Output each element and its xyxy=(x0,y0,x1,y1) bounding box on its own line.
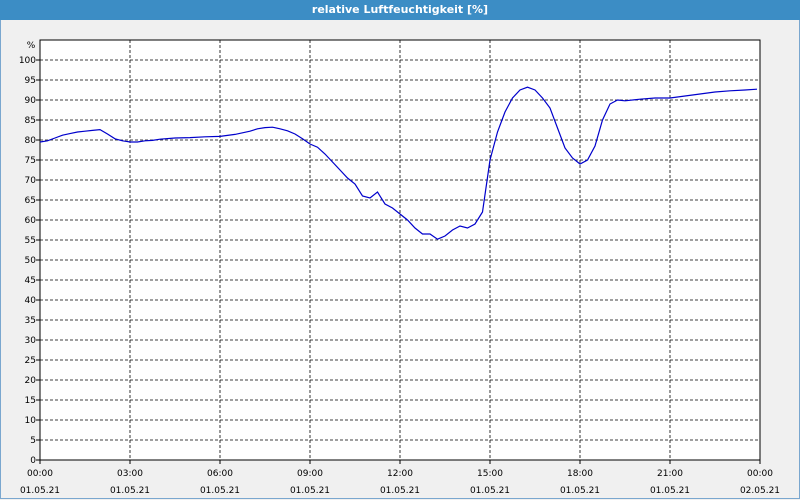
y-tick-label: 80 xyxy=(25,136,37,146)
y-tick-label: 55 xyxy=(25,236,36,246)
x-tick-time-label: 00:00 xyxy=(747,469,773,479)
x-tick-time-label: 12:00 xyxy=(387,469,413,479)
window-title-bar: relative Luftfeuchtigkeit [%] xyxy=(0,0,800,20)
y-tick-label: 0 xyxy=(30,456,36,466)
y-tick-label: 100 xyxy=(19,56,36,66)
y-tick-label: 10 xyxy=(25,416,37,426)
x-tick-date-label: 01.05.21 xyxy=(650,486,690,496)
y-tick-label: 15 xyxy=(25,396,36,406)
y-tick-label: 60 xyxy=(25,216,37,226)
y-tick-label: 30 xyxy=(25,336,37,346)
x-tick-time-label: 03:00 xyxy=(117,469,143,479)
x-tick-time-label: 15:00 xyxy=(477,469,503,479)
y-tick-label: 95 xyxy=(25,76,36,86)
x-tick-date-label: 01.05.21 xyxy=(290,486,330,496)
y-axis-ticks: 0 5 10 15 20 25 30 35 40 45 50 55 60 65 70 75 80 85 90 95 10… xyxy=(19,56,40,466)
y-tick-label: 75 xyxy=(25,156,36,166)
y-tick-label: 90 xyxy=(25,96,37,106)
series-line-humidity xyxy=(39,86,758,240)
x-tick-date-label: 01.05.21 xyxy=(470,486,510,496)
x-tick-date-label: 01.05.21 xyxy=(110,486,150,496)
y-tick-label: 5 xyxy=(30,436,36,446)
x-tick-time-label: 09:00 xyxy=(297,469,323,479)
y-tick-label: 70 xyxy=(25,176,37,186)
x-tick-date-label: 01.05.21 xyxy=(560,486,600,496)
x-tick-date-label: 01.05.21 xyxy=(380,486,420,496)
y-tick-label: 35 xyxy=(25,316,36,326)
y-tick-label: 50 xyxy=(25,256,37,266)
x-tick-time-label: 00:00 xyxy=(27,469,53,479)
y-axis-unit-label: % xyxy=(27,41,36,51)
y-tick-label: 85 xyxy=(25,116,36,126)
x-tick-date-label: 01.05.21 xyxy=(20,486,60,496)
y-tick-label: 25 xyxy=(25,356,36,366)
x-tick-date-label: 01.05.21 xyxy=(200,486,240,496)
x-tick-date-label: 02.05.21 xyxy=(740,486,780,496)
window-title: relative Luftfeuchtigkeit [%] xyxy=(311,3,489,16)
y-tick-label: 65 xyxy=(25,196,36,206)
grid-lines xyxy=(40,40,760,460)
x-axis-ticks: 00:00 01.05.21 03:00 01.05.21 06:00 01.05.21 0… xyxy=(20,460,780,496)
x-tick-time-label: 21:00 xyxy=(657,469,683,479)
y-tick-label: 45 xyxy=(25,276,36,286)
y-tick-label: 40 xyxy=(25,296,37,306)
x-tick-time-label: 06:00 xyxy=(207,469,233,479)
y-tick-label: 20 xyxy=(25,376,37,386)
x-tick-time-label: 18:00 xyxy=(567,469,593,479)
